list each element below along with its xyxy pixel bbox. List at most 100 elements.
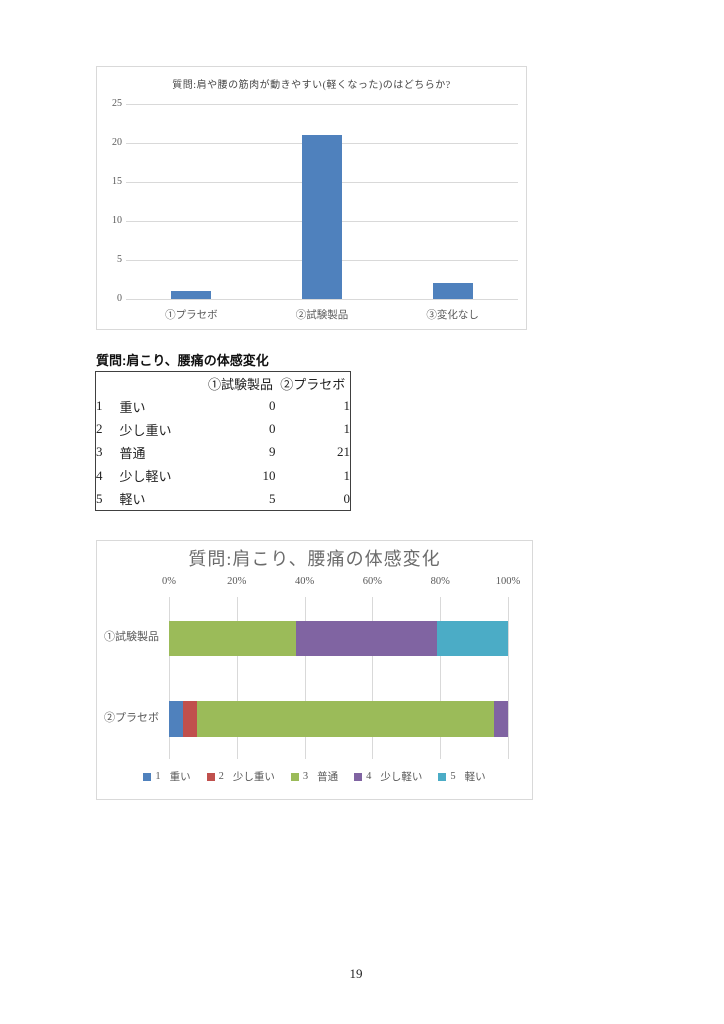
tick-mark (508, 597, 509, 613)
plot-area (126, 104, 518, 300)
x-tick-label: 20% (227, 576, 247, 587)
row-number: 5 (96, 490, 103, 506)
gridline (126, 299, 518, 300)
cell-test-product: 10 (262, 467, 276, 483)
cell-placebo: 1 (343, 398, 351, 414)
cell-placebo: 1 (343, 467, 351, 483)
cell-test-product: 9 (269, 444, 276, 460)
empty-header-cell (96, 372, 206, 395)
row-label: 少し軽い (119, 469, 172, 485)
bar-series (126, 104, 518, 299)
legend-item: 1 重い (143, 769, 191, 784)
category-label: ②プラセボ (104, 712, 159, 724)
legend-number: 4 (366, 771, 372, 782)
y-tick-label: 15 (112, 176, 122, 187)
gridline (236, 613, 238, 759)
legend-item: 4 少し軽い (354, 769, 422, 784)
col-header-test-product: ①試験製品 (207, 376, 273, 392)
row-label: 軽い (119, 492, 146, 508)
cell-placebo: 0 (343, 490, 351, 506)
x-tick-label: 0% (162, 576, 176, 587)
bar-segment (296, 621, 438, 656)
x-category-label: ②試験製品 (295, 310, 349, 321)
bar-segment (169, 621, 297, 656)
legend-swatch (290, 772, 299, 781)
x-tick-label: 40% (294, 576, 315, 587)
legend-label: 重い (169, 772, 191, 783)
table-row: 1 重い 0 1 (96, 395, 351, 418)
gridline (126, 104, 518, 105)
category-cell (257, 104, 388, 299)
legend-number: 3 (302, 771, 309, 782)
gridline (169, 613, 170, 759)
chart-legend: 1 重い 2 少し重い 3 普通 4 少し軽い 5 軽い (97, 769, 532, 784)
legend-swatch (143, 772, 152, 781)
gridline (304, 613, 306, 759)
cell-test-product: 5 (269, 490, 276, 506)
stacked-bar (169, 701, 508, 737)
legend-label: 少し重い (232, 772, 275, 783)
bar (171, 291, 212, 299)
y-tick-label: 0 (117, 293, 122, 304)
row-number: 2 (96, 421, 103, 437)
category-cell (126, 104, 257, 299)
x-tick-label: 80% (430, 576, 450, 587)
category-cell (387, 104, 518, 299)
page-number: 19 (349, 966, 363, 981)
gridline (372, 613, 374, 759)
bar (432, 283, 473, 299)
y-tick-label: 10 (112, 215, 122, 226)
cell-test-product: 0 (269, 421, 276, 437)
plot-area (169, 613, 509, 759)
x-axis-category-labels: ①プラセボ ②試験製品 ③変化なし (126, 307, 518, 322)
gridline (440, 613, 442, 759)
row-label: 重い (119, 399, 146, 415)
cell-placebo: 1 (343, 421, 351, 437)
cell-test-product: 0 (269, 398, 276, 414)
bar (302, 135, 342, 299)
tick-mark (236, 597, 238, 613)
row-number: 3 (96, 444, 103, 460)
chart-title: 質問:肩こり、腰痛の体感変化 (188, 549, 441, 569)
x-category-label: ③変化なし (426, 310, 479, 321)
legend-swatch (354, 772, 363, 781)
x-axis-tick-marks (169, 597, 509, 613)
bar-segment (197, 701, 494, 737)
col-header-placebo: ②プラセボ (280, 376, 346, 392)
legend-label: 普通 (317, 772, 339, 783)
column-chart-muscle-mobility: 質問:肩や腰の筋肉が動きやすい(軽くなった)のはどちらか? ①プラセボ ②試験製品… (96, 66, 527, 330)
chart-title: 質問:肩や腰の筋肉が動きやすい(軽くなった)のはどちらか? (172, 80, 451, 91)
x-tick-label: 60% (362, 576, 383, 587)
legend-swatch (438, 772, 447, 781)
row-label: 普通 (119, 445, 146, 461)
table-row: 4 少し軽い 10 1 (96, 464, 351, 487)
category-label: ①試験製品 (104, 631, 159, 643)
tick-mark (372, 597, 374, 613)
tick-mark (304, 597, 306, 613)
x-category-label: ①プラセボ (165, 310, 218, 321)
row-label: 少し重い (119, 422, 172, 438)
legend-label: 軽い (464, 772, 486, 783)
x-axis-tick-labels: 0% 20% 40% 60% 80% 100% (162, 575, 520, 588)
legend-item: 5 軽い (438, 769, 486, 784)
legend-number: 1 (155, 771, 161, 782)
stacked-bar (169, 621, 508, 656)
legend-number: 5 (450, 771, 456, 782)
table-row: 5 軽い 5 0 (96, 487, 351, 510)
table-row: 2 少し重い 0 1 (96, 418, 351, 441)
row-number: 1 (96, 398, 103, 414)
table-heading: 質問:肩こり、腰痛の体感変化 (96, 353, 269, 368)
cell-placebo: 21 (337, 444, 350, 460)
gridline (508, 613, 509, 759)
bar-segment (437, 621, 508, 656)
table-row: 3 普通 9 21 (96, 441, 351, 464)
bar-segment (493, 701, 508, 737)
y-tick-label: 25 (112, 98, 122, 109)
row-number: 4 (96, 467, 103, 483)
legend-item: 3 普通 (290, 769, 339, 784)
legend-number: 2 (218, 771, 224, 782)
tick-mark (169, 597, 170, 613)
legend-item: 2 少し重い (206, 769, 275, 784)
stacked-bar-chart-body-feel: 質問:肩こり、腰痛の体感変化 0% 20% 40% 60% 80% 100% 1 重い 2 少し… (96, 540, 533, 800)
